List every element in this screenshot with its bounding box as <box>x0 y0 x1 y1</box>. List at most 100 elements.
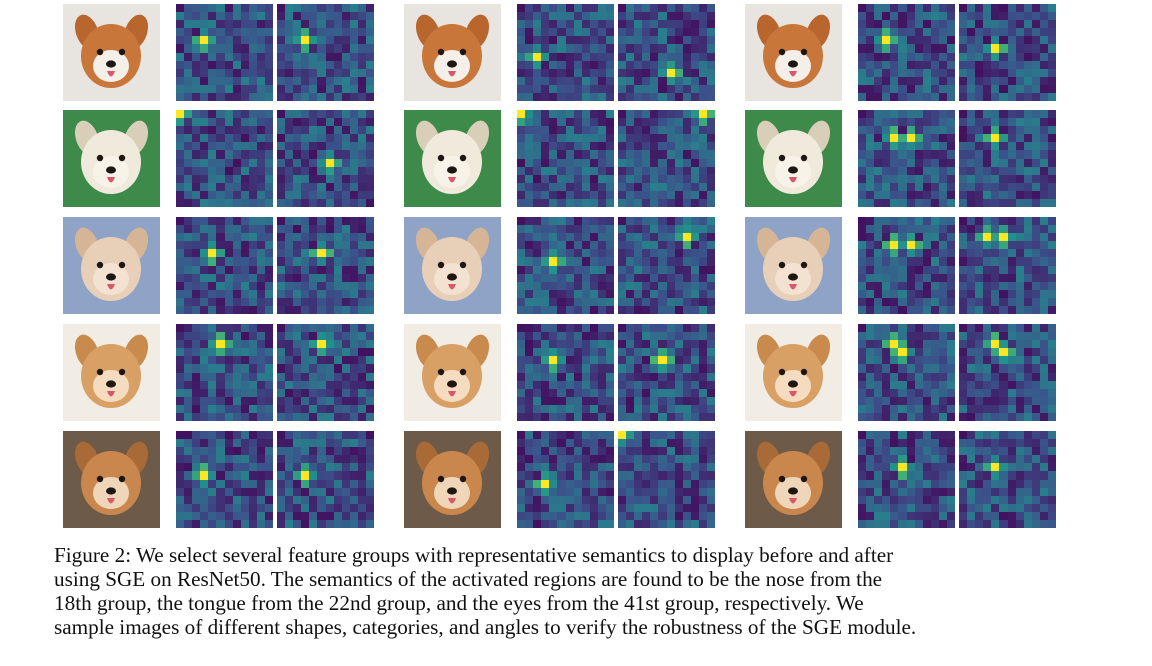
heatmap-cell <box>605 404 614 414</box>
heatmap-cell <box>325 487 335 497</box>
heatmap-cell <box>914 233 924 242</box>
heatmap-cell <box>285 297 294 307</box>
heatmap-cell <box>309 60 318 70</box>
heatmap-cell <box>349 225 359 234</box>
heatmap-cell <box>1047 495 1056 505</box>
heatmap-cell <box>349 447 359 456</box>
heatmap-cell <box>674 158 684 168</box>
heatmap-cell <box>1015 324 1025 333</box>
heatmap-cell <box>341 495 351 505</box>
heatmap-cell <box>224 257 234 267</box>
heatmap-cell <box>192 487 201 497</box>
heatmap-cell <box>1015 463 1025 472</box>
heatmap-cell <box>277 20 286 29</box>
heatmap-cell <box>706 158 715 168</box>
heatmap-cell <box>264 404 273 414</box>
heatmap-cell <box>597 503 607 513</box>
heatmap-cell <box>333 447 343 456</box>
heatmap-cell <box>882 52 891 62</box>
heatmap-cell <box>658 142 668 151</box>
heatmap-cell <box>557 110 567 119</box>
heatmap-cell <box>906 150 916 160</box>
heatmap-cell <box>248 20 258 29</box>
heatmap-cell <box>341 487 351 497</box>
heatmap-cell <box>938 4 948 13</box>
heatmap-cell <box>906 217 916 226</box>
heatmap-cell <box>248 225 258 234</box>
heatmap-cell <box>858 44 867 54</box>
heatmap-cell <box>200 233 209 242</box>
heatmap-cell <box>999 241 1009 250</box>
heatmap-cell <box>959 471 968 481</box>
heatmap-cell <box>898 52 908 62</box>
heatmap-cell <box>200 396 209 406</box>
heatmap-cell <box>216 20 226 29</box>
heatmap-cell <box>959 52 968 62</box>
heatmap-cell <box>1047 166 1056 176</box>
heatmap-cell <box>192 233 201 242</box>
heatmap-cell <box>309 364 318 374</box>
heatmap-cell <box>618 289 627 299</box>
heatmap-cell <box>341 455 351 464</box>
heatmap-cell <box>642 241 651 250</box>
heatmap-cell <box>541 495 550 505</box>
heatmap-cell <box>597 479 607 489</box>
heatmap-cell <box>674 225 684 234</box>
heatmap-cell <box>333 174 343 184</box>
heatmap-cell <box>216 273 226 283</box>
activation-heatmap <box>618 217 715 314</box>
heatmap-cell <box>264 20 273 29</box>
heatmap-cell <box>682 68 692 78</box>
heatmap-cell <box>597 76 607 86</box>
heatmap-cell <box>634 92 643 101</box>
heatmap-cell <box>1031 110 1041 119</box>
heatmap-cell <box>357 487 367 497</box>
heatmap-cell <box>557 519 567 528</box>
heatmap-cell <box>541 388 550 398</box>
heatmap-cell <box>634 380 643 390</box>
heatmap-cell <box>581 68 591 78</box>
heatmap-cell <box>349 519 359 528</box>
heatmap-cell <box>650 92 659 101</box>
heatmap-cell <box>285 455 294 464</box>
heatmap-cell <box>285 110 294 119</box>
heatmap-cell <box>293 455 302 464</box>
heatmap-cell <box>938 273 948 283</box>
heatmap-cell <box>706 281 715 291</box>
heatmap-cell <box>216 241 226 250</box>
heatmap-cell <box>666 241 676 250</box>
heatmap-cell <box>256 217 266 226</box>
heatmap-cell <box>874 4 883 13</box>
heatmap-cell <box>224 364 234 374</box>
heatmap-cell <box>365 503 374 513</box>
heatmap-cell <box>216 511 226 521</box>
heatmap-cell <box>605 340 614 349</box>
heatmap-cell <box>938 217 948 226</box>
heatmap-cell <box>277 471 286 481</box>
heatmap-cell <box>642 305 651 314</box>
heatmap-cell <box>605 182 614 192</box>
heatmap-cell <box>674 134 684 143</box>
heatmap-cell <box>1015 257 1025 267</box>
heatmap-cell <box>906 257 916 267</box>
heatmap-cell <box>176 92 185 101</box>
heatmap-cell <box>666 12 676 21</box>
heatmap-cell <box>642 412 651 421</box>
heatmap-cell <box>634 372 643 382</box>
heatmap-cell <box>882 233 891 242</box>
heatmap-cell <box>293 110 302 119</box>
heatmap-cell <box>565 297 575 307</box>
heatmap-cell <box>1007 281 1017 291</box>
heatmap-cell <box>285 487 294 497</box>
heatmap-cell <box>1023 412 1033 421</box>
heatmap-cell <box>309 4 318 13</box>
heatmap-cell <box>517 471 526 481</box>
heatmap-cell <box>666 4 676 13</box>
heatmap-cell <box>256 150 266 160</box>
heatmap-cell <box>1047 364 1056 374</box>
heatmap-cell <box>1015 150 1025 160</box>
heatmap-cell <box>176 76 185 86</box>
heatmap-cell <box>517 487 526 497</box>
heatmap-cell <box>597 324 607 333</box>
heatmap-cell <box>240 356 250 365</box>
